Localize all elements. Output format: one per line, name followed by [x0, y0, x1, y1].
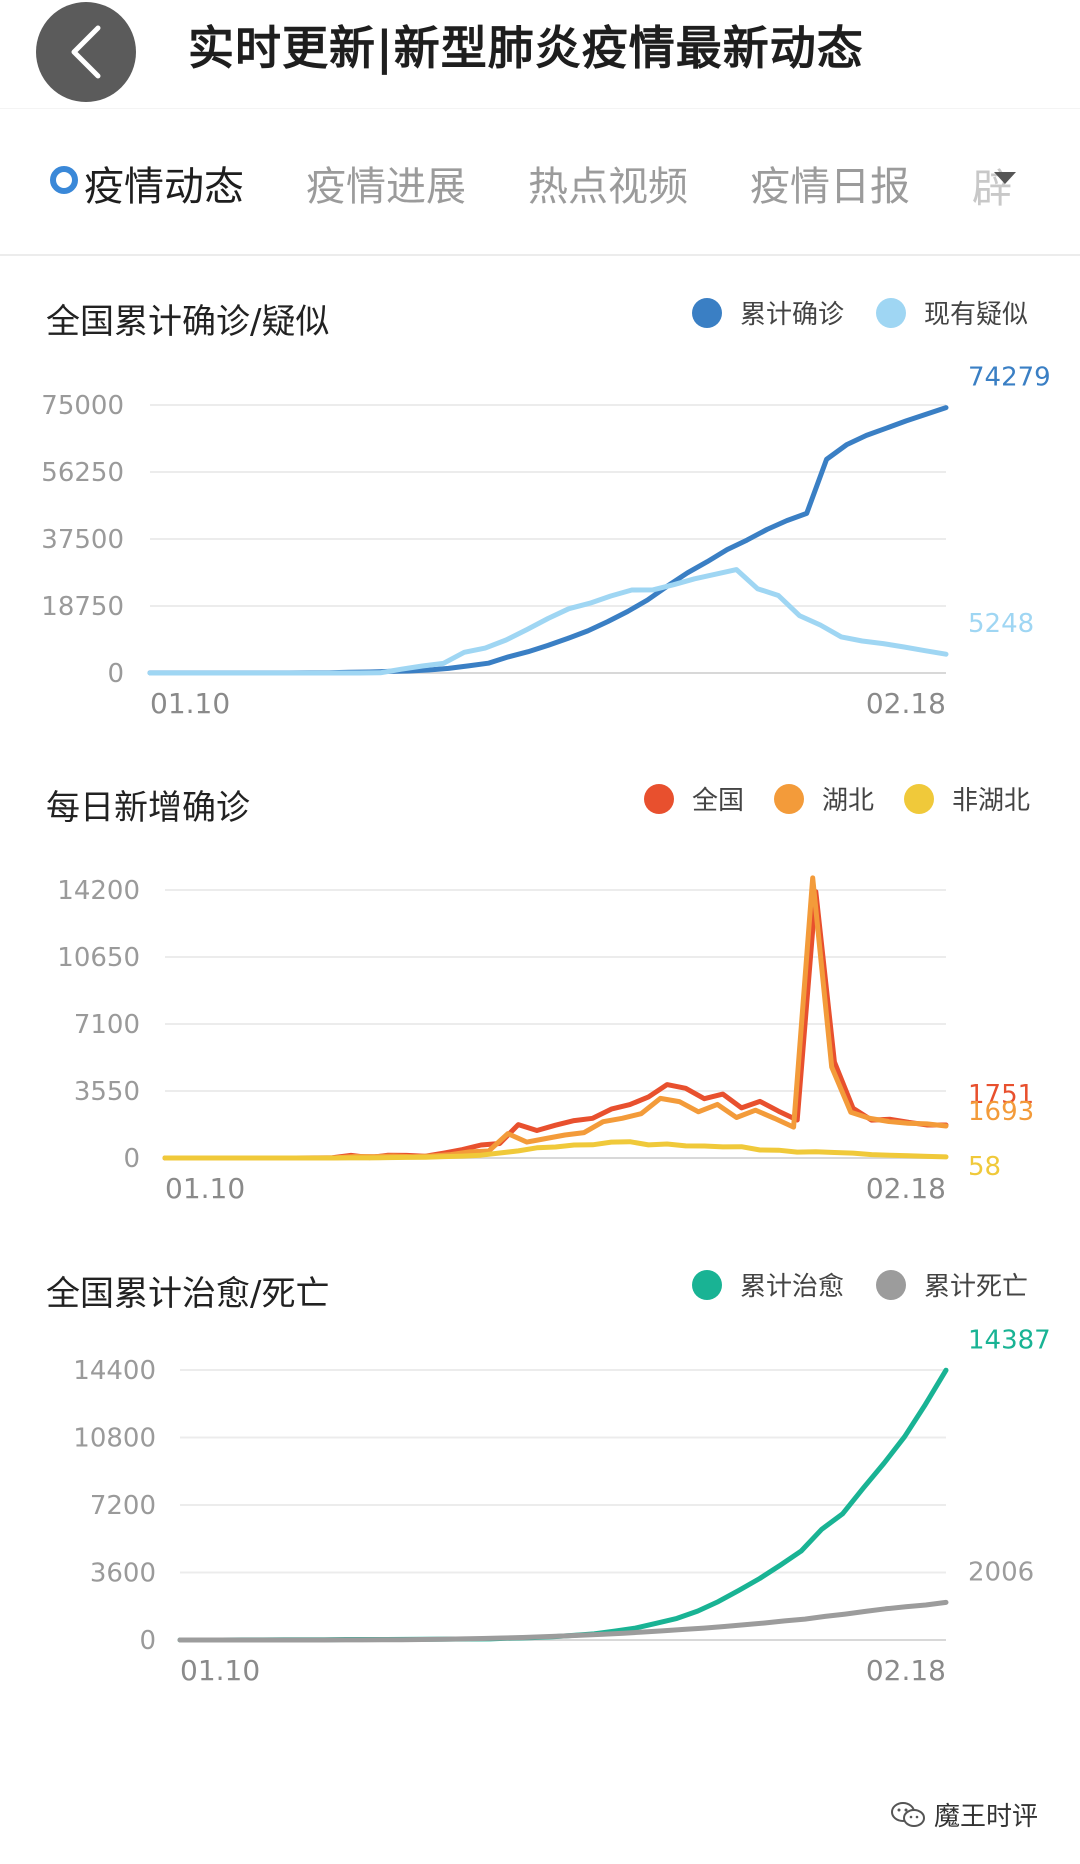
- y-tick-label: 0: [139, 1626, 156, 1656]
- chart-cumulative-recovered-deaths: 14400 10800 7200 3600 0 01.10 02.18 14387 2006: [73, 1325, 1050, 1687]
- chart3-legend-deaths: 累计死亡: [876, 1266, 1028, 1303]
- legend-dot-icon: [692, 297, 722, 328]
- y-tick-label: 14200: [57, 876, 140, 906]
- legend-dot-icon: [876, 1269, 906, 1300]
- x-tick-label: 01.10: [165, 1172, 245, 1205]
- page-title: 实时更新|新型肺炎疫情最新动态: [188, 21, 864, 75]
- legend-dot-icon: [774, 783, 804, 814]
- x-tick-label: 02.18: [866, 1654, 946, 1687]
- legend-dot-icon: [644, 783, 674, 814]
- legend-label: 累计死亡: [924, 1272, 1029, 1302]
- y-tick-label: 75000: [41, 391, 124, 421]
- y-tick-label: 7100: [74, 1010, 140, 1040]
- tab-epidemic-updates[interactable]: 疫情动态: [84, 164, 244, 210]
- legend-label: 累计确诊: [740, 300, 845, 330]
- y-tick-label: 10650: [57, 943, 140, 973]
- series-end-value-label: 1693: [968, 1097, 1034, 1127]
- series-line-1: [147, 405, 949, 676]
- watermark: 魔王时评: [890, 1796, 1038, 1833]
- series-end-value-label: 1751: [968, 1080, 1034, 1110]
- legend-label: 非湖北: [952, 786, 1031, 816]
- legend-label: 累计治愈: [740, 1272, 845, 1302]
- series-line-2: [162, 875, 949, 1161]
- chevron-left-icon: [71, 25, 101, 79]
- tab-daily-report[interactable]: 疫情日报: [750, 164, 910, 210]
- legend-label: 湖北: [822, 786, 875, 816]
- series-end-value-label: 74279: [968, 363, 1051, 393]
- chart2-legend-hubei: 湖北: [774, 780, 874, 817]
- x-tick-label: 01.10: [180, 1654, 260, 1687]
- chart2-legend-non-hubei: 非湖北: [904, 780, 1030, 817]
- chart1-title: 全国累计确诊/疑似: [46, 302, 330, 342]
- tabs-dropdown-icon[interactable]: [994, 172, 1016, 184]
- chart-cumulative-confirmed-suspected: 75000 56250 37500 18750 0 01.10 02.18 74279 5248: [41, 363, 1051, 720]
- y-tick-label: 37500: [41, 525, 124, 555]
- series-end-value-label: 2006: [968, 1557, 1034, 1587]
- series-line-3: [162, 1139, 949, 1161]
- chart3-legend-recovered: 累计治愈: [692, 1266, 844, 1303]
- tab-epidemic-progress[interactable]: 疫情进展: [306, 164, 466, 210]
- back-button[interactable]: [36, 2, 136, 102]
- legend-dot-icon: [904, 783, 934, 814]
- y-tick-label: 10800: [73, 1424, 156, 1454]
- active-tab-indicator-icon: [50, 166, 78, 194]
- y-tick-label: 0: [123, 1144, 140, 1174]
- chart1-legend-suspected: 现有疑似: [876, 294, 1028, 331]
- x-tick-label: 01.10: [150, 687, 230, 720]
- wechat-icon: [891, 1801, 925, 1827]
- legend-label: 现有疑似: [924, 300, 1029, 330]
- series-line-2: [177, 1599, 949, 1643]
- legend-dot-icon: [876, 297, 906, 328]
- chart1-legend-confirmed: 累计确诊: [692, 294, 844, 331]
- y-tick-label: 3600: [90, 1559, 156, 1589]
- tab-bar: [0, 108, 1080, 256]
- y-tick-label: 0: [107, 659, 124, 689]
- chart3-title: 全国累计治愈/死亡: [46, 1274, 330, 1314]
- y-tick-label: 7200: [90, 1491, 156, 1521]
- chart2-legend-national: 全国: [644, 780, 744, 817]
- watermark-text: 魔王时评: [934, 1802, 1039, 1832]
- legend-dot-icon: [692, 1269, 722, 1300]
- series-end-value-label: 58: [968, 1152, 1001, 1182]
- series-line-2: [147, 567, 949, 676]
- y-tick-label: 3550: [74, 1077, 140, 1107]
- top-bar: 实时更新|新型肺炎疫情最新动态: [0, 0, 1080, 102]
- tab-hot-videos[interactable]: 热点视频: [528, 164, 688, 210]
- legend-label: 全国: [692, 786, 745, 816]
- y-tick-label: 14400: [73, 1356, 156, 1386]
- y-tick-label: 18750: [41, 592, 124, 622]
- x-tick-label: 02.18: [866, 1172, 946, 1205]
- series-end-value-label: 5248: [968, 609, 1034, 639]
- chart2-title: 每日新增确诊: [46, 788, 250, 828]
- series-end-value-label: 14387: [968, 1325, 1051, 1355]
- x-tick-label: 02.18: [866, 687, 946, 720]
- y-tick-label: 56250: [41, 458, 124, 488]
